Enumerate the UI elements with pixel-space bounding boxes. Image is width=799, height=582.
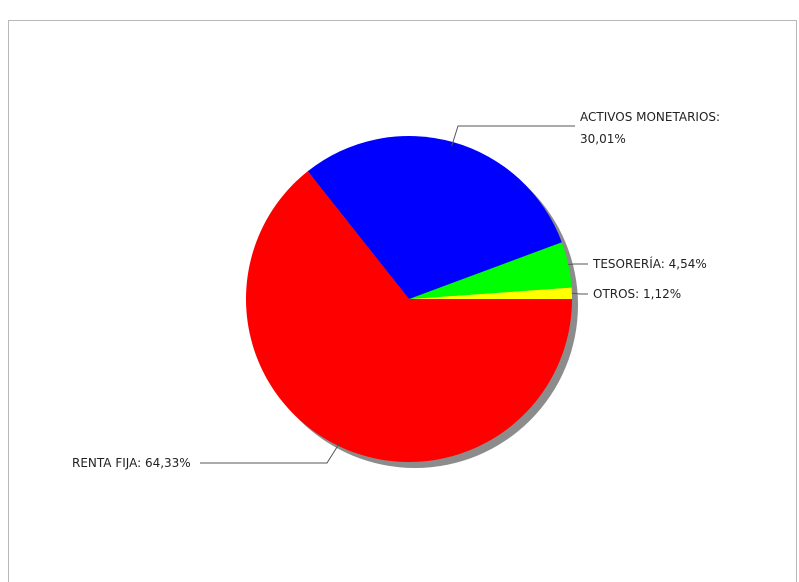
leader-line-tesoreria bbox=[568, 263, 588, 266]
pie-slice-renta-fija bbox=[245, 171, 572, 462]
leader-line-otros bbox=[571, 292, 588, 295]
label-renta-fija: RENTA FIJA: 64,33% bbox=[72, 456, 191, 470]
pie-slice-activos-monetarios bbox=[307, 136, 562, 299]
label-otros: OTROS: 1,12% bbox=[593, 287, 681, 301]
leader-line-activos-monetarios bbox=[451, 125, 575, 147]
pie-slice-otros bbox=[409, 287, 572, 299]
label-activos-monetarios-line2: 30,01% bbox=[580, 132, 626, 146]
leader-line-renta-fija bbox=[200, 443, 340, 464]
leader-lines bbox=[200, 125, 588, 464]
pie-slices bbox=[245, 136, 572, 462]
label-tesoreria: TESORERÍA: 4,54% bbox=[592, 256, 707, 271]
label-activos-monetarios-line1: ACTIVOS MONETARIOS: bbox=[580, 110, 720, 124]
pie-slice-tesoreria bbox=[409, 242, 572, 299]
